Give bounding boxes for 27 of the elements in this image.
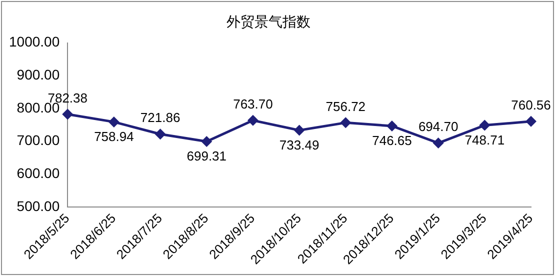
y-tick-label: 1000.00: [8, 34, 60, 50]
y-tick-label: 500.00: [16, 198, 60, 214]
point: [201, 136, 212, 148]
data-label: 699.31: [186, 148, 227, 164]
y-tick-label: 900.00: [16, 66, 60, 82]
point: [108, 116, 120, 128]
data-label: 758.94: [94, 129, 134, 144]
point: [294, 124, 305, 136]
point: [62, 108, 74, 120]
point: [386, 120, 398, 132]
point: [247, 114, 258, 126]
data-label: 733.49: [279, 137, 320, 152]
point: [526, 116, 536, 127]
point: [432, 138, 444, 149]
data-label: 746.65: [372, 133, 412, 148]
data-label: 763.70: [233, 96, 273, 112]
data-label: 748.71: [464, 132, 505, 148]
y-tick-label: 600.00: [16, 164, 60, 181]
point: [479, 120, 490, 131]
y-tick-label: 700.00: [16, 132, 60, 148]
data-label: 756.72: [326, 98, 366, 114]
data-label: 694.70: [418, 119, 458, 134]
data-label: 760.56: [511, 97, 551, 112]
data-label: 721.86: [140, 110, 180, 126]
point: [340, 117, 352, 128]
chart-title: 外贸景气指数: [226, 13, 310, 30]
point: [154, 128, 166, 140]
